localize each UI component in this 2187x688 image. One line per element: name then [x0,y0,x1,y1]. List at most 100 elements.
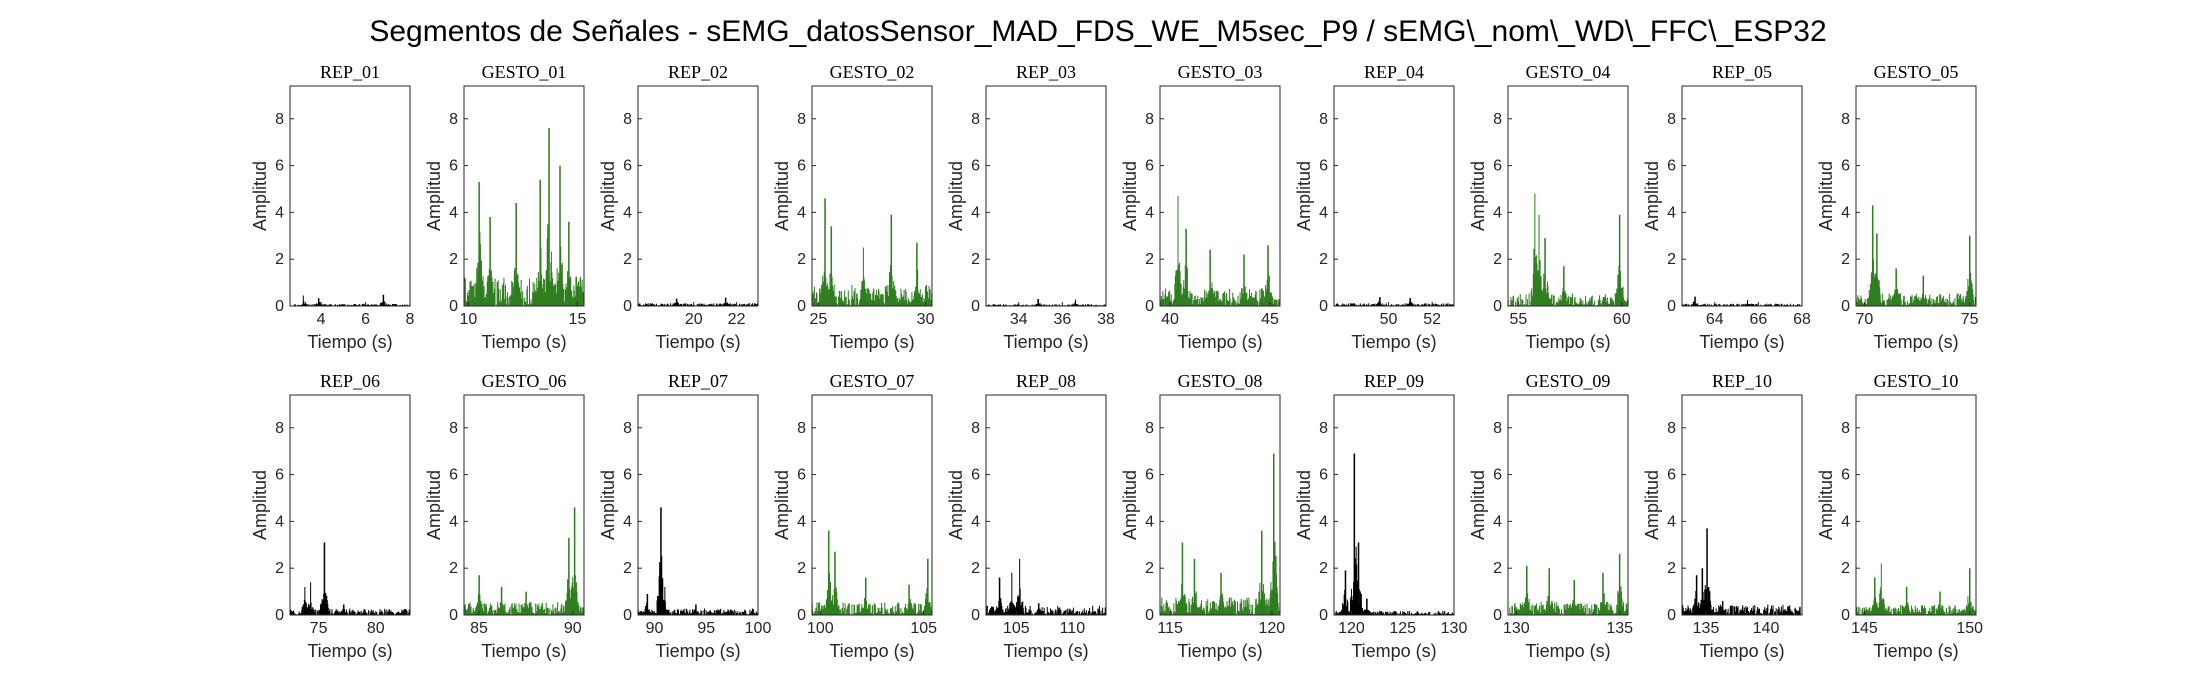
y-tick-label: 0 [1667,298,1676,315]
x-tick-label: 120 [1338,620,1365,637]
subplot-title: REP_02 [668,62,728,82]
axes-box [1507,394,1629,616]
x-tick-label: 115 [1157,620,1183,637]
x-tick-label: 64 [1706,311,1724,328]
y-tick-label: 0 [1493,607,1502,624]
y-axis-label: Amplitud [772,161,792,231]
subplot-title: GESTO_02 [830,62,915,82]
subplot-title: GESTO_09 [1526,371,1611,391]
x-tick-label: 40 [1161,311,1179,328]
axes-box [1333,394,1455,616]
subplot-title: REP_01 [320,62,380,82]
y-tick-label: 6 [623,158,632,175]
y-axis-label: Amplitud [1468,161,1488,231]
x-tick-label: 25 [810,311,828,328]
axes-box [811,85,933,307]
subplot-rep_01: REP_01 0 2 4 6 8 4 6 8 Tiempo (s) Amplitud [250,62,415,352]
x-tick-label: 6 [361,311,370,328]
x-tick-label: 70 [1856,311,1874,328]
y-tick-label: 8 [623,111,632,128]
x-tick-label: 130 [1503,620,1530,637]
y-tick-label: 0 [275,607,284,624]
x-axis-label: Tiempo (s) [829,641,914,661]
y-tick-label: 8 [797,111,806,128]
y-tick-label: 2 [623,251,632,268]
axes-box [985,394,1107,616]
y-axis-label: Amplitud [1120,470,1140,540]
y-tick-label: 6 [623,467,632,484]
subplot-gesto_07: GESTO_07 0 2 4 6 8 100 105 Tiempo (s) Amplitud [772,371,937,661]
subplot-title: REP_04 [1364,62,1424,82]
y-tick-label: 6 [1667,158,1676,175]
x-tick-label: 20 [685,311,703,328]
y-tick-label: 2 [275,560,284,577]
x-tick-label: 8 [406,311,415,328]
y-tick-label: 0 [1145,298,1154,315]
axes-box [811,394,933,616]
signal-trace [1681,296,1803,306]
x-axis-label: Tiempo (s) [1525,332,1610,352]
x-tick-label: 68 [1793,311,1811,328]
y-tick-label: 8 [971,420,980,437]
x-tick-label: 90 [564,620,582,637]
x-axis-label: Tiempo (s) [829,332,914,352]
signal-trace [1159,196,1281,306]
y-tick-label: 0 [1667,607,1676,624]
x-tick-label: 100 [745,620,772,637]
axes-box [1681,394,1803,616]
signal-trace [1681,528,1803,615]
y-tick-label: 0 [1319,298,1328,315]
y-axis-label: Amplitud [1816,161,1836,231]
y-tick-label: 6 [1841,467,1850,484]
x-axis-label: Tiempo (s) [1873,332,1958,352]
y-tick-label: 4 [1145,513,1154,530]
x-tick-label: 100 [807,620,834,637]
y-tick-label: 4 [797,513,806,530]
y-axis-label: Amplitud [1294,161,1314,231]
y-tick-label: 4 [1667,513,1676,530]
x-tick-label: 105 [910,620,937,637]
y-axis-label: Amplitud [1816,470,1836,540]
y-axis-label: Amplitud [424,161,444,231]
y-tick-label: 6 [449,158,458,175]
subplot-gesto_08: GESTO_08 0 2 4 6 8 115 120 Tiempo (s) Amplitud [1120,371,1285,661]
x-tick-label: 30 [917,311,935,328]
y-axis-label: Amplitud [598,161,618,231]
y-tick-label: 6 [1319,158,1328,175]
x-tick-label: 34 [1010,311,1028,328]
y-tick-label: 0 [797,298,806,315]
signal-trace [637,507,759,615]
y-tick-label: 8 [1319,420,1328,437]
x-tick-label: 15 [569,311,587,328]
x-tick-label: 80 [367,620,385,637]
y-tick-label: 2 [797,251,806,268]
signal-trace [811,530,933,615]
y-tick-label: 2 [1145,560,1154,577]
y-tick-label: 8 [971,111,980,128]
axes-box [463,394,585,616]
y-tick-label: 6 [1493,467,1502,484]
subplot-gesto_06: GESTO_06 0 2 4 6 8 85 90 Tiempo (s) Amplitud [424,371,585,661]
y-tick-label: 0 [1145,607,1154,624]
signal-trace [1333,297,1455,306]
x-axis-label: Tiempo (s) [1699,332,1784,352]
x-axis-label: Tiempo (s) [481,641,566,661]
y-tick-label: 2 [1145,251,1154,268]
y-axis-label: Amplitud [598,470,618,540]
subplot-gesto_03: GESTO_03 0 2 4 6 8 40 45 Tiempo (s) Amplitud [1120,62,1281,352]
subplot-gesto_09: GESTO_09 0 2 4 6 8 130 135 Tiempo (s) Amplitud [1468,371,1633,661]
y-tick-label: 6 [275,467,284,484]
subplot-title: REP_09 [1364,371,1424,391]
signal-trace [463,507,585,615]
y-tick-label: 8 [275,111,284,128]
y-tick-label: 0 [971,298,980,315]
subplot-title: GESTO_06 [482,371,567,391]
y-tick-label: 6 [1841,158,1850,175]
signal-trace [1159,453,1281,615]
x-tick-label: 85 [470,620,488,637]
subplot-title: GESTO_01 [482,62,567,82]
signal-trace [985,298,1107,306]
